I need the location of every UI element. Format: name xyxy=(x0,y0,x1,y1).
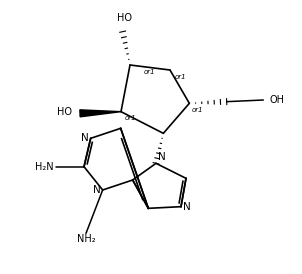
Text: N: N xyxy=(183,202,191,212)
Text: OH: OH xyxy=(270,95,285,105)
Text: NH₂: NH₂ xyxy=(77,234,95,244)
Polygon shape xyxy=(80,110,121,117)
Text: N: N xyxy=(158,152,166,162)
Text: or1: or1 xyxy=(192,107,203,113)
Text: or1: or1 xyxy=(143,69,155,75)
Text: N: N xyxy=(93,185,101,195)
Text: H₂N: H₂N xyxy=(35,162,54,172)
Text: HO: HO xyxy=(57,107,72,117)
Text: N: N xyxy=(81,133,89,143)
Text: HO: HO xyxy=(117,13,133,23)
Text: or1: or1 xyxy=(175,74,187,80)
Text: or1: or1 xyxy=(125,115,137,121)
